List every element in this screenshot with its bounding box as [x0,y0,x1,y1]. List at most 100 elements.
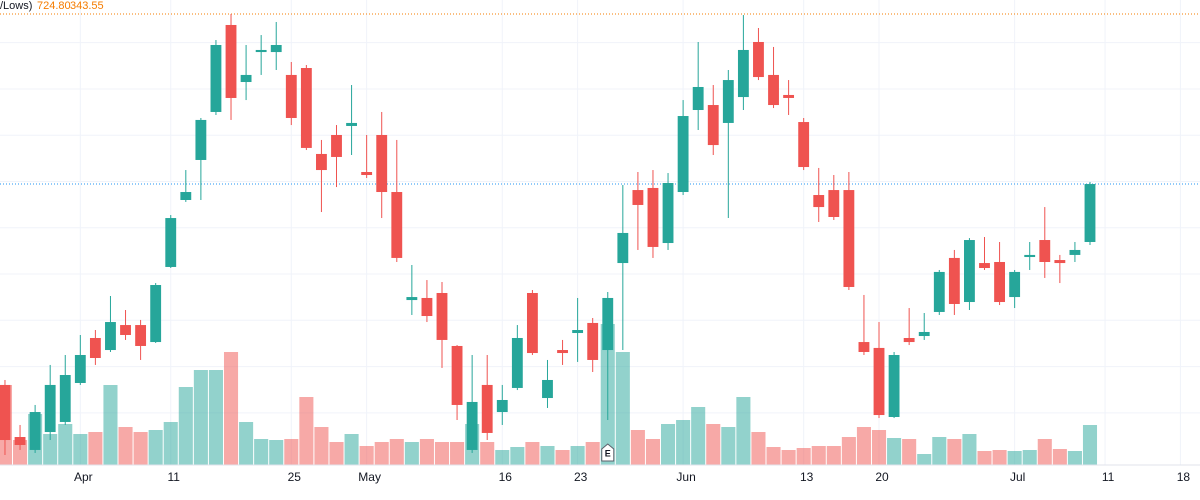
candle-body [89,337,101,359]
volume-bar [510,447,525,465]
volume-bar [148,430,163,465]
candle-body [496,399,508,413]
candle-body [14,437,26,445]
candle-body [903,337,915,343]
volume-bar [962,434,977,465]
candle-body [74,354,86,383]
candle-body [557,350,568,354]
volume-bar [977,451,992,465]
volume-bar [932,437,947,465]
volume-bar [118,427,133,465]
volume-bar [555,450,570,465]
candle-body [707,105,719,146]
candle-body [1054,260,1066,264]
candle-body [331,134,342,157]
volume-bar [1022,450,1037,465]
volume-bar [133,432,148,465]
candle-body [918,331,930,337]
volume-bar [676,420,691,465]
volume-bar [751,432,766,465]
volume-bar [178,387,193,465]
candle-body [165,218,177,267]
volume-bar [766,447,781,465]
candle-body [722,80,734,123]
volume-bar [344,434,359,465]
volume-bar [299,397,314,465]
candle-body [421,297,433,317]
volume-bar [721,427,736,465]
candle-body [1039,240,1051,262]
candle-body [572,330,584,334]
candle-body [436,292,448,340]
volume-bar [88,432,103,465]
volume-bar [404,442,419,465]
legend-high: 724.80 [37,0,71,12]
candle-body [768,74,779,106]
x-tick-label: Jun [676,470,695,484]
candle-body [0,384,11,441]
volume-bar [359,446,374,465]
volume-bar [208,370,223,465]
volume-bar [645,439,661,465]
legend-label: /Lows) [0,0,32,12]
volume-bar [691,407,706,465]
candle-body [632,190,644,205]
candle-body [828,190,840,217]
volume-bar [630,430,645,465]
candle-body [858,342,870,352]
candle-body [602,297,614,351]
candle-body [316,153,327,171]
x-tick-label: 25 [288,470,302,484]
x-tick-label: Jul [1010,470,1025,484]
candle-body [376,134,388,193]
volume-bar [284,439,299,465]
candle-body [843,190,855,287]
volume-bar [661,424,676,465]
volume-bar [419,439,434,465]
earnings-badge [601,443,615,462]
candle-body [526,292,538,354]
volume-bar [374,442,389,465]
x-tick-label: 11 [1102,470,1115,484]
volume-bar [871,430,887,465]
candle-body [180,192,192,200]
candle-body [587,322,599,360]
candle-body [150,285,162,343]
candle-body [195,119,207,160]
candle-body [1084,184,1096,242]
volume-bar [540,446,555,465]
candle-body [813,195,825,208]
candle-body [979,263,990,269]
x-tick-label: 13 [800,470,814,484]
candle-body [406,297,418,301]
volume-bar [826,446,841,465]
volume-bar [781,450,796,465]
volume-bar [329,442,344,465]
candle-body [270,44,282,53]
x-tick-label: 23 [574,470,588,484]
candle-body [210,44,222,112]
volume-bar [902,439,917,465]
volume-bar [811,446,826,465]
candle-body [737,49,749,98]
x-tick-label: 20 [875,470,889,484]
candle-body [783,94,795,98]
candle-body [662,182,674,244]
candle-body [240,74,252,83]
earnings-label: E [605,448,611,458]
candle-body [994,261,1005,303]
volume-bar [856,427,871,465]
candle-body [285,74,297,118]
candle-body [391,192,403,258]
candle-body [933,271,945,312]
volume-bar [495,450,510,465]
x-tick-label: May [358,470,381,484]
candle-body [542,379,553,399]
volume-bar [43,434,58,465]
candle-body [617,232,629,264]
candle-body [873,347,885,416]
x-tick-label: 11 [168,470,181,484]
volume-bar [269,440,284,465]
volume-bar [1007,451,1022,465]
